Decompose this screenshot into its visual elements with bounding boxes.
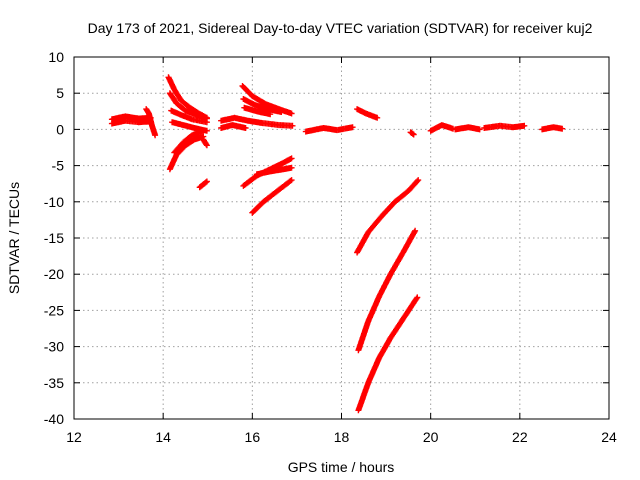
- axis-ticks: [73, 56, 610, 420]
- series-arc-23: [427, 122, 456, 134]
- series-arc-26: [539, 124, 566, 133]
- data-point-markers: [218, 122, 249, 131]
- series-arc-22: [407, 129, 417, 138]
- data-point-markers: [539, 124, 566, 133]
- plot-frame: [73, 56, 610, 420]
- series-arc-29: [355, 294, 421, 414]
- series-arc-10: [196, 178, 210, 191]
- y-tick-label: 10: [48, 49, 64, 65]
- data-point-markers: [481, 122, 528, 131]
- series-arc-25: [481, 122, 528, 131]
- y-tick-label: -40: [44, 411, 64, 427]
- series-arc-27: [354, 177, 422, 256]
- x-tick-label: 22: [512, 429, 528, 445]
- data-point-markers: [354, 106, 381, 121]
- y-axis-label: SDTVAR / TECUs: [6, 182, 22, 294]
- grid: [74, 57, 609, 419]
- y-tick-label: 5: [56, 85, 64, 101]
- series-arc-15: [240, 96, 285, 115]
- series-arc-01: [108, 113, 154, 123]
- series-arc-20: [302, 124, 356, 135]
- data-point-markers: [166, 90, 210, 122]
- x-tick-label: 20: [423, 429, 439, 445]
- data-point-markers: [143, 106, 159, 139]
- series-arc-16: [241, 104, 274, 118]
- data-point-markers: [166, 133, 207, 173]
- series-arc-12: [218, 114, 296, 129]
- data-point-markers: [355, 294, 421, 414]
- x-tick-label: 16: [245, 429, 261, 445]
- series-arc-13: [218, 122, 249, 131]
- series-arc-21: [354, 106, 381, 121]
- series-arc-19: [249, 177, 295, 216]
- y-tick-label: -10: [44, 194, 64, 210]
- x-tick-label: 14: [155, 429, 171, 445]
- x-axis-label: GPS time / hours: [288, 459, 395, 475]
- data-point-markers: [168, 107, 210, 126]
- series-arc-28: [355, 227, 419, 354]
- series-arc-09: [171, 127, 207, 156]
- series-arc-24: [452, 124, 483, 133]
- y-tick-label: -35: [44, 375, 64, 391]
- y-tick-label: -20: [44, 266, 64, 282]
- series-arc-05: [166, 90, 210, 122]
- y-tick-label: -25: [44, 302, 64, 318]
- x-tick-label: 24: [601, 429, 617, 445]
- data-point-markers: [253, 164, 295, 178]
- series-arc-08: [166, 133, 207, 173]
- x-tick-labels: 12 14 16 18 20 22 24: [66, 429, 617, 445]
- data-point-markers: [218, 114, 296, 129]
- series-arc-06: [168, 107, 210, 126]
- y-tick-labels: 10 5 0 -5 -10 -15 -20 -25 -30 -35 -40: [44, 49, 64, 427]
- series-arc-18: [253, 164, 295, 178]
- data-point-markers: [354, 177, 422, 256]
- y-tick-label: -15: [44, 230, 64, 246]
- data-point-markers: [452, 124, 483, 133]
- data-point-markers: [200, 136, 210, 149]
- y-tick-label: 0: [56, 121, 64, 137]
- data-point-markers: [302, 124, 356, 135]
- y-tick-label: -5: [52, 158, 65, 174]
- chart-title: Day 173 of 2021, Sidereal Day-to-day VTE…: [88, 20, 593, 36]
- series-arc-02: [108, 117, 154, 127]
- data-point-markers: [407, 129, 417, 138]
- data-point-markers: [108, 113, 154, 123]
- x-tick-label: 12: [66, 429, 82, 445]
- data-point-markers: [171, 127, 207, 156]
- data-point-markers: [241, 104, 274, 118]
- data-point-markers: [355, 227, 419, 354]
- series-arc-03: [143, 106, 159, 139]
- data-point-markers: [427, 122, 456, 134]
- y-tick-label: -30: [44, 339, 64, 355]
- data-point-markers: [249, 177, 295, 216]
- data-point-markers: [108, 117, 154, 127]
- data-marks: [108, 74, 566, 414]
- data-point-markers: [196, 178, 210, 191]
- x-tick-label: 18: [334, 429, 350, 445]
- data-point-markers: [240, 96, 285, 115]
- series-arc-11: [200, 136, 210, 149]
